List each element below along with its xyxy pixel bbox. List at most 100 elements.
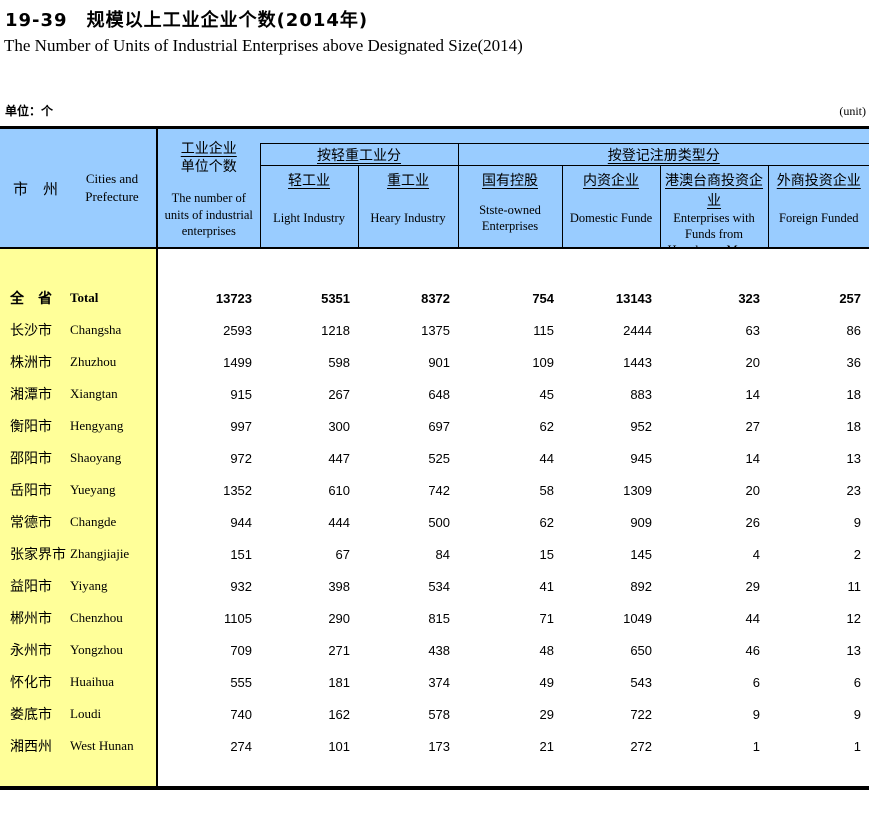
- row-city-cn: 常德市: [0, 506, 68, 538]
- row-city-cn: 长沙市: [0, 314, 68, 346]
- table-row: 娄底市 Loudi 740 162 578 29 722 9 9: [0, 698, 869, 730]
- row-city-en: Loudi: [68, 698, 159, 730]
- row-value: 26: [745, 514, 761, 530]
- row-value: 21: [539, 738, 555, 754]
- header-group-light-heavy-link[interactable]: 按轻重工业分: [317, 146, 402, 163]
- header-cities-cn: 市 州: [13, 180, 59, 198]
- row-value: 2: [853, 546, 862, 562]
- row-city-en: Huaihua: [68, 666, 159, 698]
- row-value: 36: [846, 354, 862, 370]
- row-value: 44: [539, 450, 555, 466]
- filler-row: [0, 762, 869, 788]
- row-value: 1049: [623, 610, 653, 626]
- row-value: 915: [230, 386, 253, 402]
- table-row: 郴州市 Chenzhou 1105 290 815 71 1049 44 12: [0, 602, 869, 634]
- row-value: 271: [328, 642, 351, 658]
- header-heavy-cn-link[interactable]: 重工业: [387, 171, 430, 188]
- header-foreign-cn-link[interactable]: 外商投资企业: [776, 171, 861, 188]
- table-row: 湘西州 West Hunan 274 101 173 21 272 1 1: [0, 730, 869, 762]
- row-value: 45: [539, 386, 555, 402]
- header-cell-domestic: 内资企业 Domestic Funde: [561, 165, 661, 249]
- row-city-en: Yongzhou: [68, 634, 159, 666]
- row-value: 952: [630, 418, 653, 434]
- header-cell-state-owned: 国有控股 Stste-owned Enterprises: [457, 165, 563, 249]
- header-light-en: Light Industry: [273, 210, 345, 225]
- row-value: 71: [539, 610, 555, 626]
- row-value: 13: [846, 642, 862, 658]
- row-value: 151: [230, 546, 253, 562]
- row-city-cn: 湘西州: [0, 730, 68, 762]
- table-row: 长沙市 Changsha 2593 1218 1375 115 2444 63 …: [0, 314, 869, 346]
- row-value: 13723: [215, 290, 253, 306]
- row-city-en: Chenzhou: [68, 602, 159, 634]
- table-body: 全 省 Total 13723 5351 8372 754 13143 323 …: [0, 248, 869, 788]
- row-city-en: Yueyang: [68, 474, 159, 506]
- header-heavy-en: Heary Industry: [370, 210, 446, 225]
- row-city-cn: 益阳市: [0, 570, 68, 602]
- header-cell-foreign: 外商投资企业 Foreign Funded: [767, 165, 869, 249]
- row-value: 15: [539, 546, 555, 562]
- row-value: 997: [230, 418, 253, 434]
- row-value: 145: [630, 546, 653, 562]
- row-value: 932: [230, 578, 253, 594]
- row-city-en: Changde: [68, 506, 159, 538]
- row-city-cn: 株洲市: [0, 346, 68, 378]
- row-city-cn: 全 省: [0, 282, 68, 314]
- row-value: 9: [752, 706, 761, 722]
- row-value: 9: [853, 514, 862, 530]
- row-value: 41: [539, 578, 555, 594]
- row-value: 18: [846, 418, 862, 434]
- row-value: 438: [428, 642, 451, 658]
- header-cell-total-units: 工业企业 单位个数 The number of units of industr…: [157, 127, 261, 249]
- row-value: 44: [745, 610, 761, 626]
- header-light-cn-link[interactable]: 轻工业: [288, 171, 331, 188]
- row-city-cn: 郴州市: [0, 602, 68, 634]
- row-city-en: Changsha: [68, 314, 159, 346]
- row-value: 555: [230, 674, 253, 690]
- row-value: 5351: [321, 290, 351, 306]
- row-value: 901: [428, 354, 451, 370]
- row-value: 173: [428, 738, 451, 754]
- header-cell-heavy-industry: 重工业 Heary Industry: [357, 165, 459, 249]
- row-value: 6: [752, 674, 761, 690]
- row-value: 86: [846, 322, 862, 338]
- header-domestic-cn-link[interactable]: 内资企业: [583, 171, 640, 188]
- row-value: 29: [539, 706, 555, 722]
- header-group-registration-link[interactable]: 按登记注册类型分: [607, 146, 720, 163]
- header-group-light-heavy: 按轻重工业分: [259, 143, 459, 166]
- row-value: 181: [328, 674, 351, 690]
- row-value: 101: [328, 738, 351, 754]
- row-value: 12: [846, 610, 862, 626]
- header-cell-cities: 市 州 Cities and Prefecture: [0, 127, 159, 249]
- header-total-units-cn-link[interactable]: 工业企业: [180, 140, 237, 156]
- row-value: 650: [630, 642, 653, 658]
- row-value: 115: [533, 322, 555, 338]
- row-value: 2444: [623, 322, 653, 338]
- table-row: 怀化市 Huaihua 555 181 374 49 543 6 6: [0, 666, 869, 698]
- row-value: 972: [230, 450, 253, 466]
- row-city-cn: 张家界市: [0, 538, 68, 570]
- header-hmt-cn-link[interactable]: 港澳台商投资企业: [665, 171, 764, 208]
- row-value: 18: [846, 386, 862, 402]
- row-value: 909: [630, 514, 653, 530]
- header-total-units-cn2: 单位个数: [180, 158, 237, 175]
- table-row: 永州市 Yongzhou 709 271 438 48 650 46 13: [0, 634, 869, 666]
- header-state-cn-link[interactable]: 国有控股: [482, 171, 539, 188]
- row-value: 14: [745, 386, 761, 402]
- row-value: 815: [428, 610, 451, 626]
- unit-label-cn: 单位：个: [5, 104, 54, 118]
- row-value: 290: [328, 610, 351, 626]
- row-value: 9: [853, 706, 862, 722]
- row-value: 1309: [623, 482, 653, 498]
- row-city-en: Total: [68, 282, 159, 314]
- row-value: 500: [428, 514, 451, 530]
- table-row: 湘潭市 Xiangtan 915 267 648 45 883 14 18: [0, 378, 869, 410]
- header-group-registration: 按登记注册类型分: [457, 143, 869, 166]
- row-value: 944: [230, 514, 253, 530]
- header-top-gap: [260, 127, 869, 144]
- row-value: 945: [630, 450, 653, 466]
- unit-label-en: (unit): [839, 104, 866, 118]
- table-row: 张家界市 Zhangjiajie 151 67 84 15 145 4 2: [0, 538, 869, 570]
- row-value: 6: [853, 674, 862, 690]
